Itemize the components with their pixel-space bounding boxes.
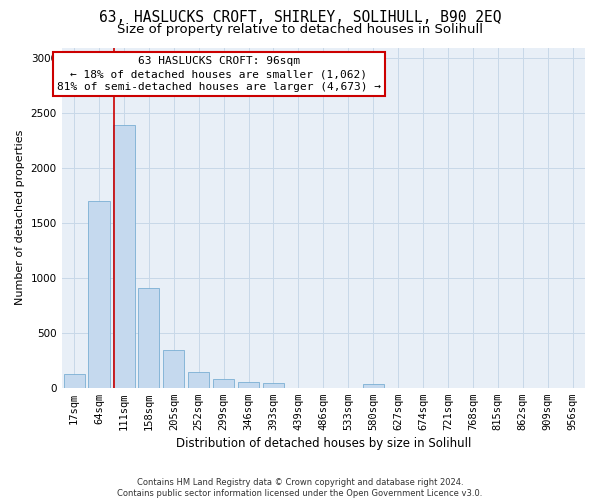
Bar xyxy=(362,384,384,388)
Bar xyxy=(113,126,134,388)
Bar xyxy=(213,380,234,388)
Y-axis label: Number of detached properties: Number of detached properties xyxy=(15,130,25,306)
Text: Contains HM Land Registry data © Crown copyright and database right 2024.
Contai: Contains HM Land Registry data © Crown c… xyxy=(118,478,482,498)
Text: 63 HASLUCKS CROFT: 96sqm
← 18% of detached houses are smaller (1,062)
81% of sem: 63 HASLUCKS CROFT: 96sqm ← 18% of detach… xyxy=(56,56,380,92)
Bar xyxy=(188,372,209,388)
Text: Size of property relative to detached houses in Solihull: Size of property relative to detached ho… xyxy=(117,22,483,36)
Bar xyxy=(64,374,85,388)
X-axis label: Distribution of detached houses by size in Solihull: Distribution of detached houses by size … xyxy=(176,437,471,450)
Bar xyxy=(263,384,284,388)
Bar xyxy=(238,382,259,388)
Bar xyxy=(138,288,160,388)
Bar xyxy=(88,201,110,388)
Text: 63, HASLUCKS CROFT, SHIRLEY, SOLIHULL, B90 2EQ: 63, HASLUCKS CROFT, SHIRLEY, SOLIHULL, B… xyxy=(99,10,501,25)
Bar xyxy=(163,350,184,388)
